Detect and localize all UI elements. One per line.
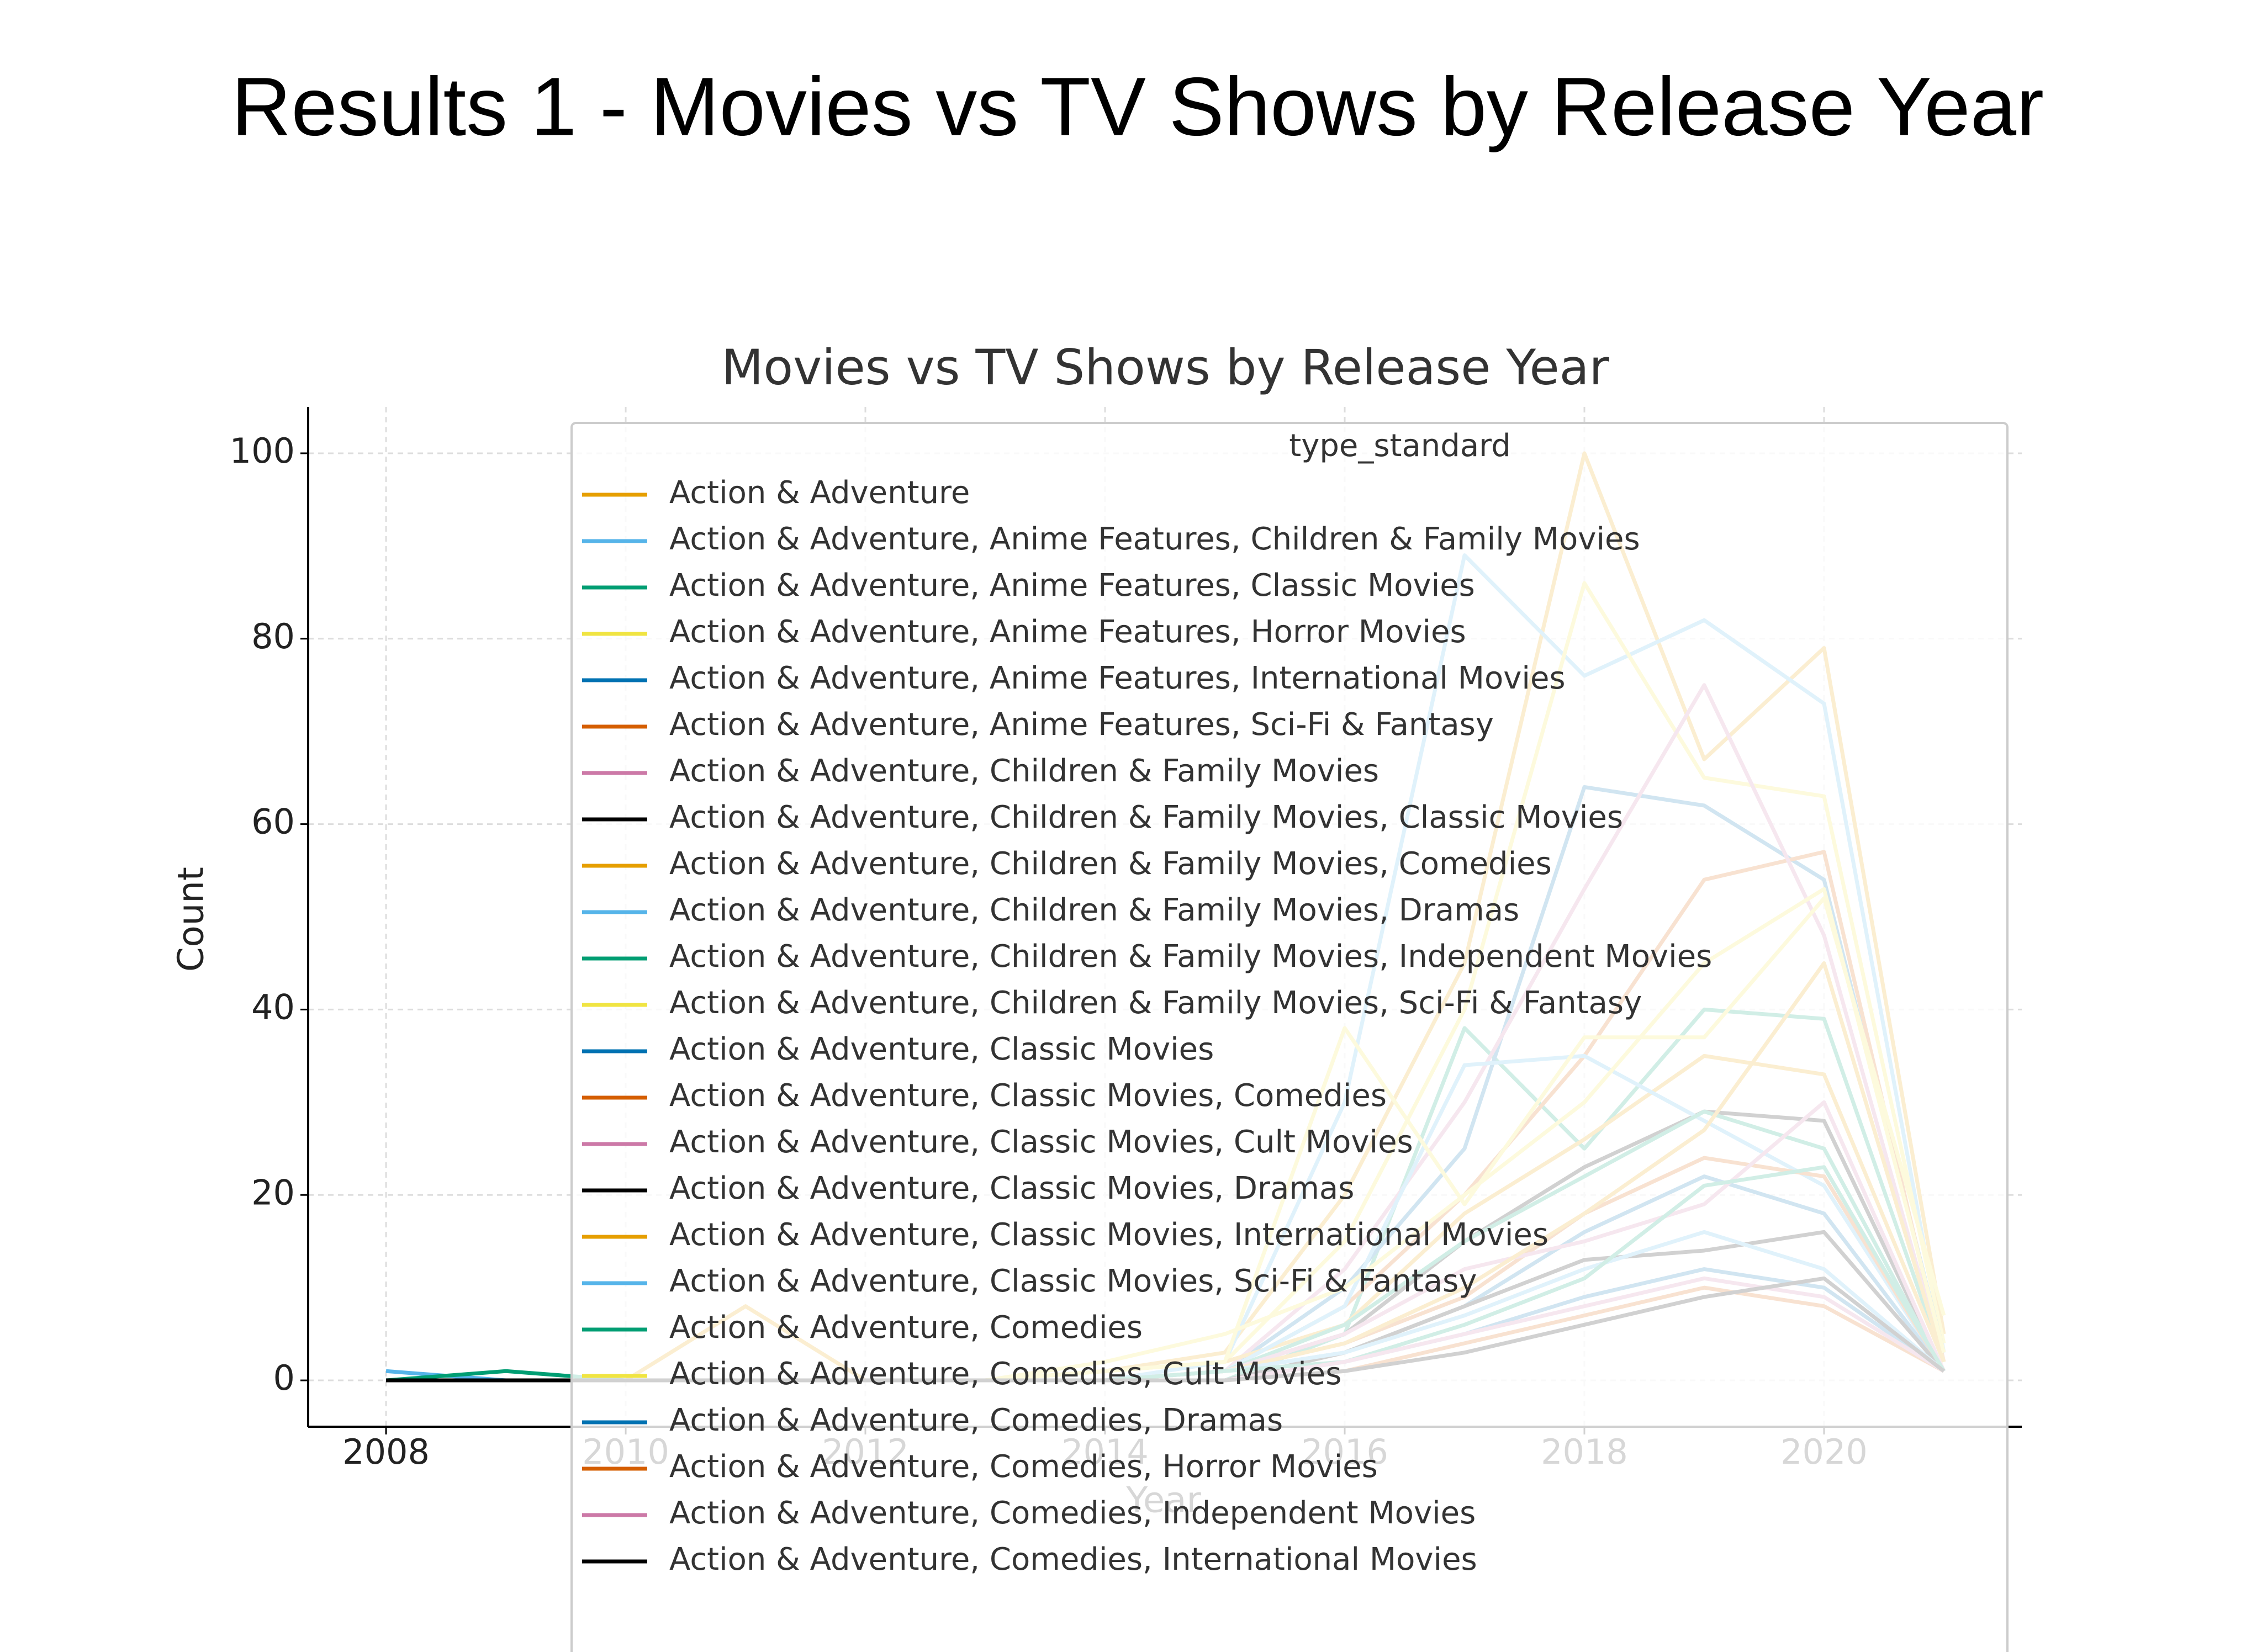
legend-label: Action & Adventure, Anime Features, Inte… xyxy=(669,660,1566,696)
legend-label: Action & Adventure, Comedies xyxy=(669,1310,1143,1346)
y-tick-label: 40 xyxy=(251,987,295,1028)
legend-label: Action & Adventure, Children & Family Mo… xyxy=(669,799,1623,835)
y-tick-label: 100 xyxy=(230,431,295,471)
legend-label: Action & Adventure, Children & Family Mo… xyxy=(669,846,1552,882)
legend-label: Action & Adventure, Classic Movies, Cult… xyxy=(669,1124,1413,1160)
legend-label: Action & Adventure xyxy=(669,475,970,511)
y-axis-label: Count xyxy=(171,867,212,972)
legend-label: Action & Adventure, Anime Features, Sci-… xyxy=(669,707,1494,743)
legend-label: Action & Adventure, Comedies, Horror Mov… xyxy=(669,1449,1378,1485)
legend-label: Action & Adventure, Children & Family Mo… xyxy=(669,985,1642,1021)
legend-label: Action & Adventure, Comedies, Cult Movie… xyxy=(669,1356,1341,1392)
legend-label: Action & Adventure, Classic Movies, Inte… xyxy=(669,1217,1548,1253)
legend-label: Action & Adventure, Classic Movies, Come… xyxy=(669,1078,1387,1114)
x-tick-label: 2008 xyxy=(342,1432,430,1472)
legend-label: Action & Adventure, Classic Movies, Dram… xyxy=(669,1171,1354,1206)
y-tick-label: 20 xyxy=(251,1172,295,1212)
page-heading: Results 1 - Movies vs TV Shows by Releas… xyxy=(231,60,2044,153)
legend-title: type_standard xyxy=(1289,428,1511,464)
y-tick-label: 80 xyxy=(251,616,295,656)
legend-label: Action & Adventure, Classic Movies xyxy=(669,1031,1214,1067)
legend-label: Action & Adventure, Classic Movies, Sci-… xyxy=(669,1263,1477,1299)
legend-label: Action & Adventure, Anime Features, Horr… xyxy=(669,614,1466,650)
legend-label: Action & Adventure, Comedies, Internatio… xyxy=(669,1542,1477,1577)
legend-label: Action & Adventure, Comedies, Dramas xyxy=(669,1402,1283,1438)
legend-label: Action & Adventure, Anime Features, Chil… xyxy=(669,521,1640,557)
y-tick-label: 60 xyxy=(251,802,295,842)
legend-label: Action & Adventure, Children & Family Mo… xyxy=(669,939,1712,975)
legend-label: Action & Adventure, Children & Family Mo… xyxy=(669,892,1519,928)
legend-box xyxy=(570,422,2009,1652)
legend-label: Action & Adventure, Anime Features, Clas… xyxy=(669,568,1475,603)
legend-label: Action & Adventure, Comedies, Independen… xyxy=(669,1495,1476,1531)
chart-title: Movies vs TV Shows by Release Year xyxy=(721,339,1609,396)
legend-label: Action & Adventure, Children & Family Mo… xyxy=(669,753,1379,789)
y-tick-label: 0 xyxy=(273,1358,295,1398)
